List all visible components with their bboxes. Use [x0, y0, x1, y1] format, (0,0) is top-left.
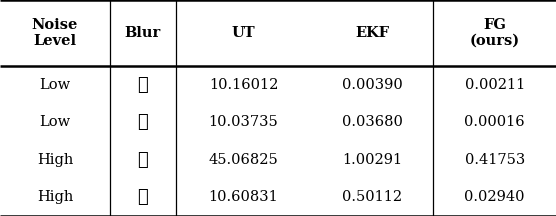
Text: High: High: [37, 153, 73, 167]
Text: ✗: ✗: [137, 151, 148, 169]
Text: ✗: ✗: [137, 76, 148, 94]
Text: High: High: [37, 190, 73, 204]
Text: Low: Low: [39, 115, 71, 129]
Text: Blur: Blur: [125, 26, 161, 40]
Text: 10.16012: 10.16012: [208, 78, 278, 92]
Text: UT: UT: [232, 26, 255, 40]
Text: 0.03680: 0.03680: [342, 115, 403, 129]
Text: Low: Low: [39, 78, 71, 92]
Text: ✓: ✓: [137, 188, 148, 206]
Text: 0.00211: 0.00211: [465, 78, 525, 92]
Text: Noise
Level: Noise Level: [32, 18, 78, 48]
Text: 0.50112: 0.50112: [342, 190, 403, 204]
Text: 1.00291: 1.00291: [342, 153, 403, 167]
Text: 0.00390: 0.00390: [342, 78, 403, 92]
Text: 45.06825: 45.06825: [208, 153, 279, 167]
Text: FG
(ours): FG (ours): [470, 18, 520, 48]
Text: 0.41753: 0.41753: [465, 153, 525, 167]
Text: 10.60831: 10.60831: [208, 190, 279, 204]
Text: 10.03735: 10.03735: [208, 115, 279, 129]
Text: 0.00016: 0.00016: [464, 115, 525, 129]
Text: 0.02940: 0.02940: [464, 190, 525, 204]
Text: ✓: ✓: [137, 113, 148, 131]
Text: EKF: EKF: [355, 26, 389, 40]
